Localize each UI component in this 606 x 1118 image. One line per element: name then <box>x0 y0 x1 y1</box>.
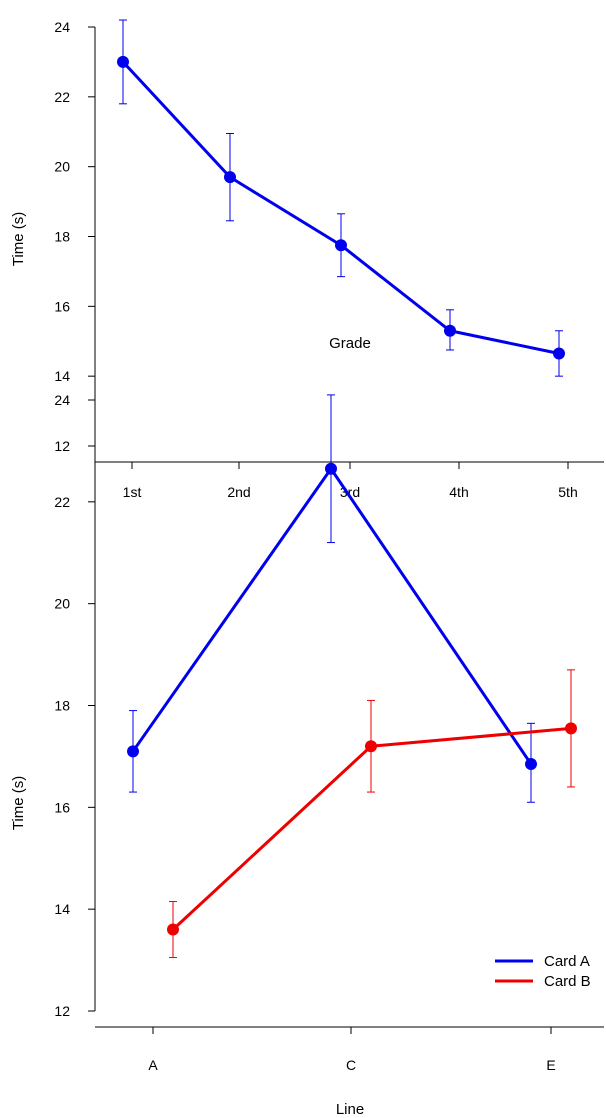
data-point <box>444 324 456 337</box>
x-tick-label: 1st <box>123 484 142 500</box>
series-line <box>131 467 533 765</box>
y-tick-label: 18 <box>54 229 70 245</box>
y-tick-label: 22 <box>54 89 70 105</box>
y-tick-label: 24 <box>54 19 70 35</box>
y-tick-label: 14 <box>54 368 70 384</box>
y-tick-label: 20 <box>54 159 70 175</box>
data-point <box>325 462 337 475</box>
x-tick-label: A <box>148 1057 158 1073</box>
series-card-a <box>127 394 537 803</box>
x-tick-label: C <box>346 1057 356 1073</box>
data-point <box>335 239 347 252</box>
data-point <box>117 55 129 68</box>
series-line <box>171 726 572 931</box>
legend-label: Card A <box>544 953 590 970</box>
legend: Card A Card B <box>495 953 591 990</box>
data-point <box>525 758 537 771</box>
y-tick-label: 12 <box>54 438 70 454</box>
y-tick-label: 20 <box>54 596 70 612</box>
y-tick-label: 22 <box>54 494 70 510</box>
data-point <box>553 347 565 360</box>
x-axis-title: Grade <box>329 335 371 352</box>
y-axis-title: Time (s) <box>10 776 27 830</box>
series-line <box>121 60 560 355</box>
y-axis-title: Time (s) <box>10 212 27 266</box>
y-tick-label: 24 <box>54 392 70 408</box>
data-point <box>224 171 236 184</box>
x-tick-label: 2nd <box>227 484 250 500</box>
data-point <box>127 745 139 758</box>
x-axis-title: Line <box>336 1101 364 1118</box>
data-point <box>365 740 377 753</box>
x-tick-label: E <box>546 1057 555 1073</box>
series-0 <box>117 19 565 377</box>
series-card-b <box>167 669 577 959</box>
y-tick-label: 16 <box>54 298 70 314</box>
series-layer <box>117 19 565 377</box>
x-tick-label: 5th <box>558 484 577 500</box>
data-point <box>167 923 179 936</box>
axes: 12 14 16 18 20 22 24 A C E <box>54 392 604 1073</box>
y-tick-label: 16 <box>54 799 70 815</box>
y-tick-label: 12 <box>54 1003 70 1019</box>
y-tick-label: 18 <box>54 698 70 714</box>
data-point <box>565 722 577 735</box>
series-layer <box>127 394 577 959</box>
y-tick-label: 14 <box>54 901 70 917</box>
legend-label: Card B <box>544 973 591 990</box>
x-tick-label: 4th <box>449 484 468 500</box>
